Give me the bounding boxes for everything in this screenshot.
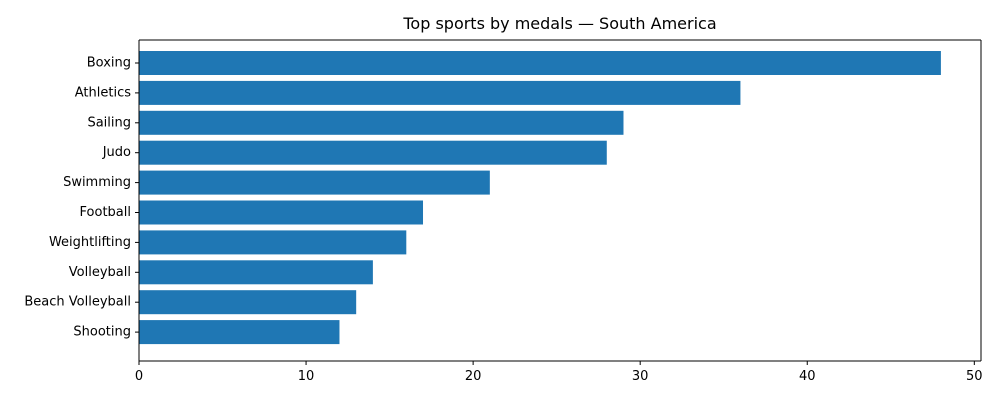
x-axis: 0 10 20 30 40 50: [135, 361, 983, 384]
x-tick-label-40: 40: [799, 369, 816, 384]
bar-football: [139, 200, 424, 225]
y-tick-label-volleyball: Volleyball: [69, 265, 131, 280]
y-tick-label-swimming: Swimming: [63, 175, 131, 190]
bar-judo: [139, 140, 607, 165]
chart-title: Top sports by medals — South America: [402, 14, 716, 33]
x-tick-label-0: 0: [135, 369, 143, 384]
y-tick-label-football: Football: [80, 205, 131, 220]
y-tick-label-shooting: Shooting: [73, 325, 131, 340]
y-tick-label-judo: Judo: [102, 145, 131, 160]
bar-sailing: [139, 110, 624, 135]
y-tick-label-sailing: Sailing: [87, 115, 131, 130]
y-tick-label-boxing: Boxing: [87, 56, 131, 71]
bar-swimming: [139, 170, 490, 195]
bar-shooting: [139, 320, 340, 345]
y-tick-label-weightlifting: Weightlifting: [49, 235, 131, 250]
x-tick-label-30: 30: [632, 369, 649, 384]
bar-boxing: [139, 51, 941, 75]
bar-athletics: [139, 80, 741, 105]
bars-group: [139, 51, 941, 345]
y-axis: Boxing Athletics Sailing Judo Swimming Footba…: [24, 56, 139, 340]
bar-weightlifting: [139, 230, 407, 255]
x-tick-label-50: 50: [966, 369, 983, 384]
x-tick-label-10: 10: [298, 369, 315, 384]
y-tick-label-athletics: Athletics: [75, 85, 131, 100]
axes-frame: [138, 39, 982, 362]
x-tick-label-20: 20: [465, 369, 482, 384]
bar-beach-volleyball: [139, 290, 357, 315]
bar-volleyball: [139, 260, 373, 285]
y-tick-label-beach-volleyball: Beach Volleyball: [24, 295, 131, 310]
